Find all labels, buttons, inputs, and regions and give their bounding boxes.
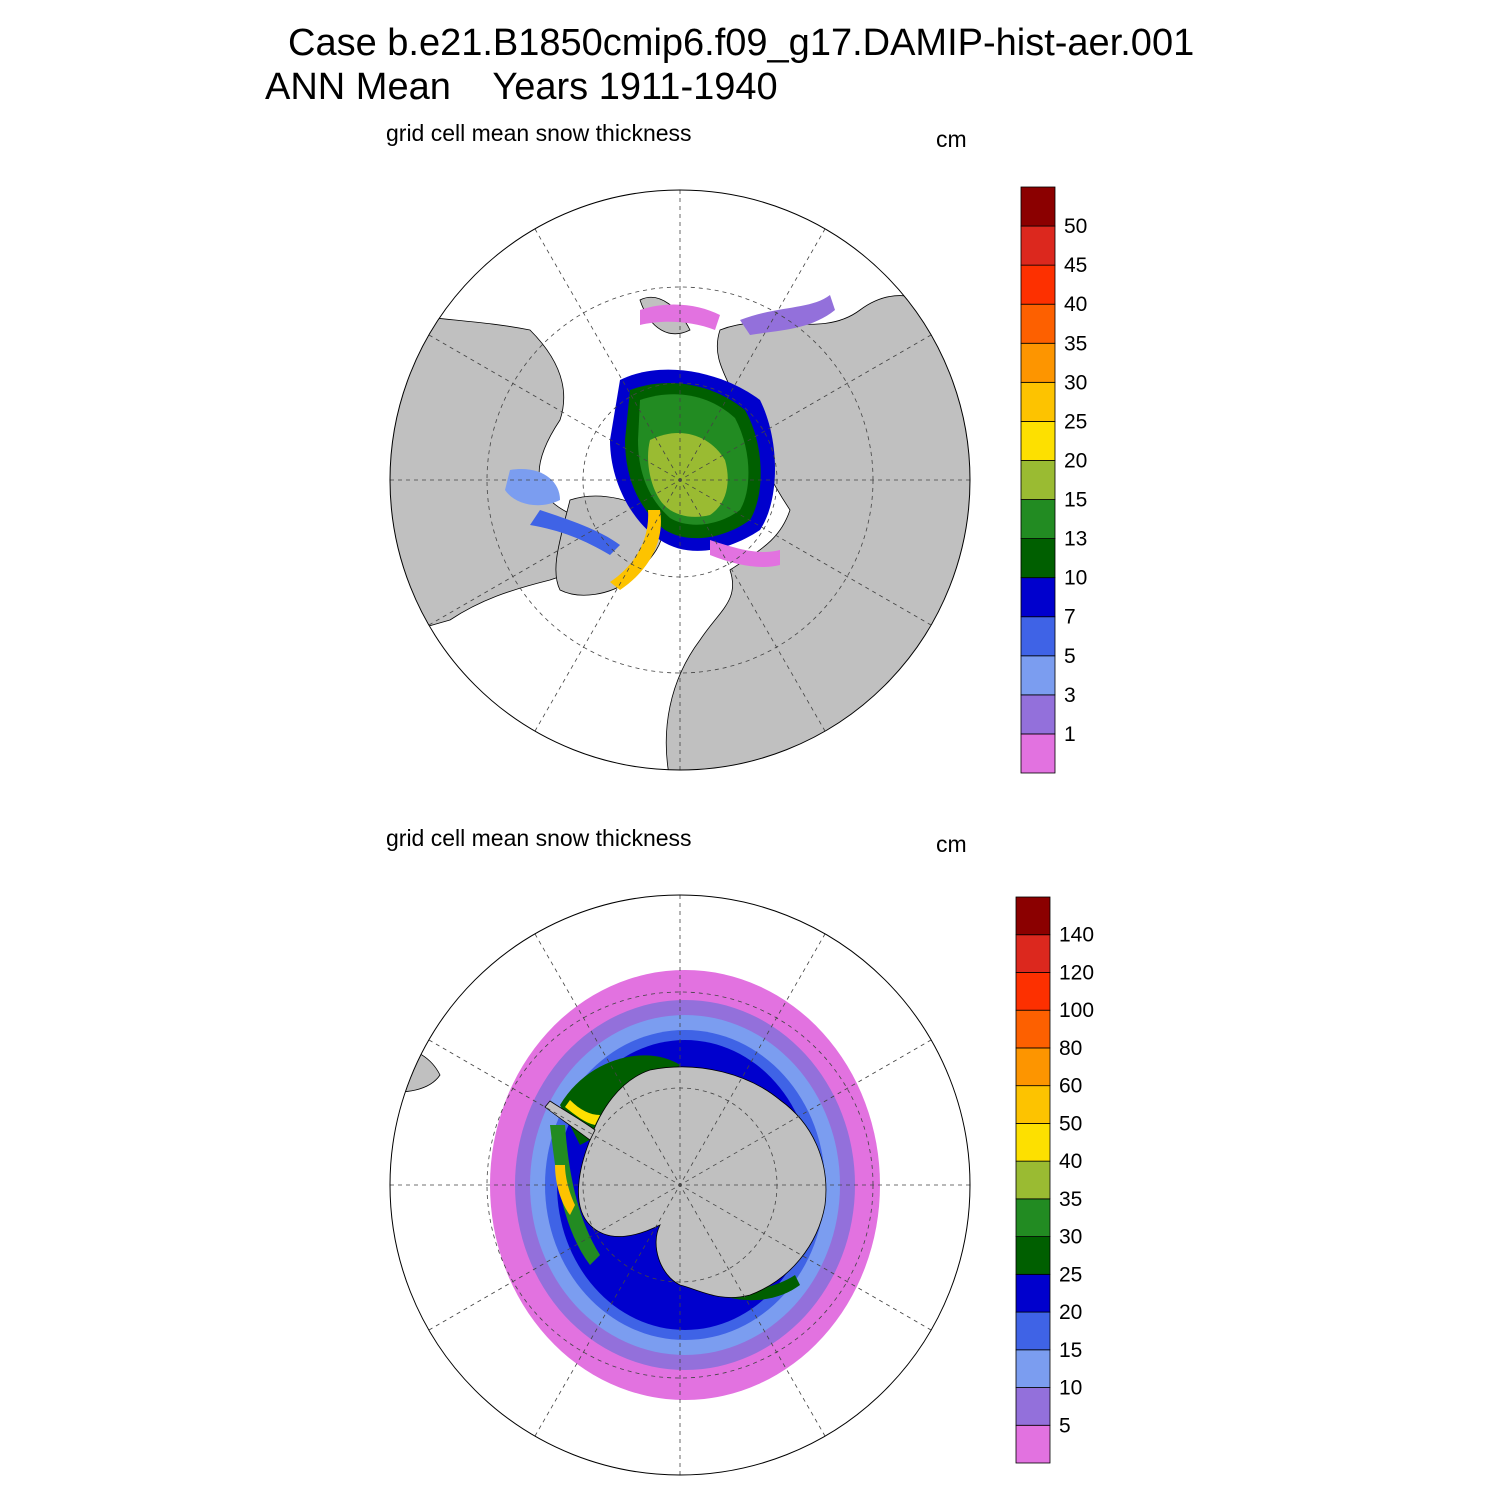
south-colorbar-box-14 (1015, 896, 1051, 936)
south-colorbar-label-1: 10 (1059, 1377, 1082, 1400)
north-colorbar-box-8 (1020, 420, 1056, 461)
south-colorbar-label-0: 5 (1059, 1414, 1071, 1437)
figure-title-line2: ANN Mean Years 1911-1940 (265, 66, 778, 108)
south-colorbar-label-12: 120 (1059, 961, 1094, 984)
north-colorbar-box-7 (1020, 460, 1056, 500)
north-colorbar-box-14 (1020, 186, 1056, 227)
north-colorbar-box-4 (1020, 577, 1056, 618)
south-polar-map (389, 894, 971, 1476)
north-colorbar-box-9 (1020, 381, 1056, 422)
south-colorbar-box-3 (1015, 1311, 1051, 1351)
south-colorbar-label-4: 25 (1059, 1263, 1082, 1286)
south-panel-units: cm (936, 831, 967, 857)
north-polar-map (389, 189, 971, 771)
north-colorbar-label-2: 5 (1064, 645, 1076, 668)
south-colorbar-box-9 (1015, 1085, 1051, 1124)
south-colorbar-label-7: 40 (1059, 1150, 1082, 1173)
north-colorbar-label-10: 35 (1064, 332, 1087, 355)
north-colorbar-box-12 (1020, 264, 1056, 305)
north-panel-subtitle: grid cell mean snow thickness (386, 120, 692, 146)
south-colorbar-box-11 (1015, 1009, 1051, 1049)
south-colorbar-box-13 (1015, 934, 1051, 973)
north-map-border (389, 189, 971, 771)
north-colorbar-label-13: 50 (1064, 215, 1087, 238)
north-graticule (390, 190, 970, 770)
north-panel-units: cm (936, 126, 967, 152)
north-colorbar-label-1: 3 (1064, 684, 1076, 707)
south-colorbar-label-5: 30 (1059, 1226, 1082, 1249)
south-colorbar-label-2: 15 (1059, 1339, 1082, 1362)
north-colorbar-label-0: 1 (1064, 723, 1076, 746)
north-colorbar-box-3 (1020, 616, 1056, 657)
south-colorbar-box-8 (1015, 1122, 1051, 1162)
north-colorbar-box-2 (1020, 655, 1056, 696)
north-colorbar-label-9: 30 (1064, 371, 1087, 394)
north-colorbar-label-8: 25 (1064, 410, 1087, 433)
south-colorbar-label-8: 50 (1059, 1112, 1082, 1135)
north-colorbar-label-11: 40 (1064, 293, 1087, 316)
south-colorbar-box-6 (1015, 1198, 1051, 1238)
north-colorbar-label-7: 20 (1064, 449, 1087, 472)
south-colorbar-box-7 (1015, 1160, 1051, 1200)
south-map-border (389, 894, 971, 1476)
south-colorbar-label-6: 35 (1059, 1188, 1082, 1211)
south-colorbar-label-13: 140 (1059, 924, 1094, 947)
south-colorbar: 5 10 15 20 25 30 35 40 50 60 80 100 120 140 (1015, 896, 1094, 1464)
south-colorbar-box-5 (1015, 1236, 1051, 1275)
south-colorbar-box-10 (1015, 1047, 1051, 1087)
north-colorbar-box-0 (1020, 733, 1056, 774)
north-snow-field (505, 295, 835, 590)
north-colorbar-label-5: 13 (1064, 528, 1087, 551)
south-colorbar-box-2 (1015, 1349, 1051, 1388)
south-colorbar-label-3: 20 (1059, 1301, 1082, 1324)
south-graticule (390, 895, 970, 1475)
south-colorbar-label-9: 60 (1059, 1075, 1082, 1098)
north-colorbar-box-11 (1020, 303, 1056, 344)
north-colorbar-box-1 (1020, 694, 1056, 735)
south-colorbar-label-11: 100 (1059, 999, 1094, 1022)
figure-title-line1: Case b.e21.B1850cmip6.f09_g17.DAMIP-hist… (288, 22, 1195, 64)
north-colorbar-box-6 (1020, 499, 1056, 539)
south-colorbar-label-10: 80 (1059, 1037, 1082, 1060)
south-colorbar-box-4 (1015, 1273, 1051, 1313)
south-land-antarctica (578, 1066, 827, 1298)
north-colorbar-box-13 (1020, 225, 1056, 266)
south-land-peninsula (544, 1100, 596, 1141)
north-colorbar-box-10 (1020, 342, 1056, 383)
north-colorbar-label-6: 15 (1064, 489, 1087, 512)
north-colorbar-label-12: 45 (1064, 254, 1087, 277)
north-colorbar-box-5 (1020, 538, 1056, 579)
south-colorbar-box-1 (1015, 1387, 1051, 1426)
north-colorbar-label-3: 7 (1064, 606, 1076, 629)
south-colorbar-box-12 (1015, 972, 1051, 1011)
south-panel-subtitle: grid cell mean snow thickness (386, 825, 692, 851)
south-colorbar-box-0 (1015, 1424, 1051, 1464)
north-colorbar-label-4: 10 (1064, 567, 1087, 590)
